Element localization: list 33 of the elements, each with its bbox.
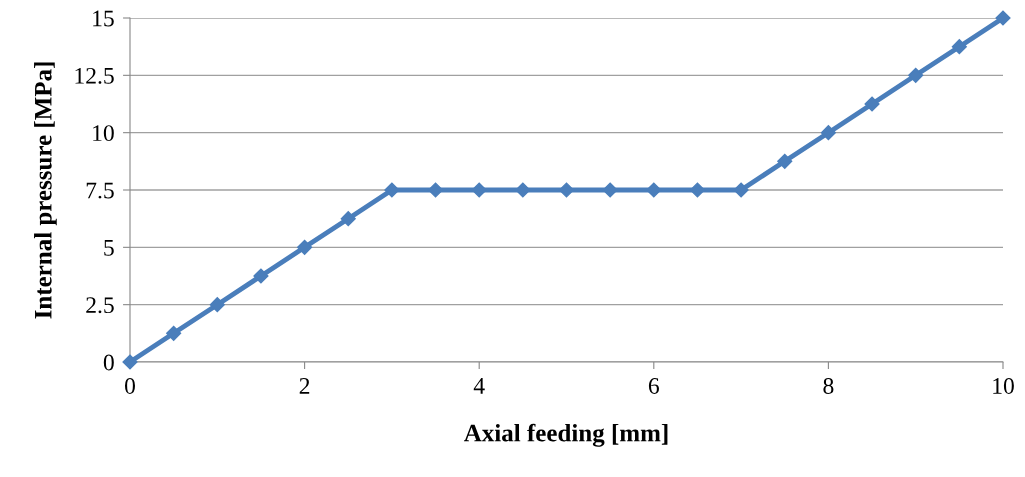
x-axis-title: Axial feeding [mm] <box>463 423 668 447</box>
point <box>384 182 400 198</box>
point <box>995 10 1011 26</box>
point <box>297 239 313 255</box>
point <box>602 182 618 198</box>
point <box>646 182 662 198</box>
x-tick-label: 2 <box>299 378 310 394</box>
y-tick-label: 12.5 <box>75 67 114 84</box>
point <box>515 182 531 198</box>
y-tick-label: 10 <box>93 125 114 142</box>
y-tick-label: 15 <box>93 10 114 27</box>
point <box>951 39 967 55</box>
x-tick-label: 10 <box>993 377 1014 394</box>
y-tick-label: 5 <box>104 240 114 256</box>
point <box>122 354 138 370</box>
point <box>864 96 880 112</box>
point <box>908 67 924 83</box>
y-tick-label: 0 <box>103 354 114 371</box>
point <box>820 125 836 141</box>
y-axis-title: Internal pressure [MPa] <box>34 62 57 319</box>
point <box>340 211 356 227</box>
point <box>777 153 793 169</box>
y-tick-label: 2.5 <box>86 297 114 314</box>
point <box>253 268 269 284</box>
point <box>166 325 182 341</box>
y-tick-label: 7.5 <box>86 182 114 199</box>
x-tick-label: 0 <box>125 377 135 394</box>
x-tick-label: 6 <box>648 378 659 394</box>
point <box>733 182 749 198</box>
x-tick-label: 8 <box>823 377 834 394</box>
x-tick-label: 4 <box>473 378 485 394</box>
point <box>471 182 487 198</box>
point <box>209 297 225 313</box>
